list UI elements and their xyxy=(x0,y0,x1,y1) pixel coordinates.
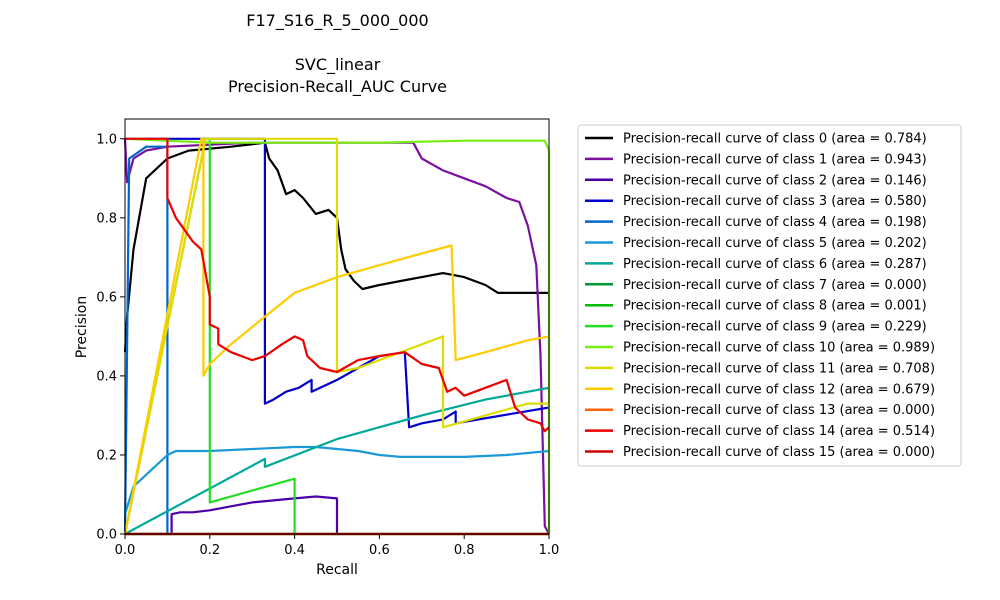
y-axis: 0.0 0.2 0.4 0.6 0.8 1.0 xyxy=(96,132,125,543)
plot-frame xyxy=(124,118,550,535)
legend-label-class-0: Precision-recall curve of class 0 (area … xyxy=(623,132,927,147)
title-line-1: F17_S16_R_5_000_000 xyxy=(246,11,429,30)
legend: Precision-recall curve of class 0 (area … xyxy=(577,124,962,467)
series-line-class-4 xyxy=(123,145,169,535)
series-line-class-11 xyxy=(123,137,549,535)
series-line-class-10 xyxy=(124,137,551,534)
series-line-class-2 xyxy=(125,495,339,536)
legend-label-class-2: Precision-recall curve of class 2 (area … xyxy=(623,173,927,188)
legend-label-class-11: Precision-recall curve of class 11 (area… xyxy=(623,361,935,376)
legend-label-class-7: Precision-recall curve of class 7 (area … xyxy=(623,278,927,293)
series-line-class-9 xyxy=(123,137,296,535)
legend-label-class-14: Precision-recall curve of class 14 (area… xyxy=(623,424,935,439)
x-tick-label: 0.4 xyxy=(284,543,305,558)
series-line-class-14 xyxy=(125,137,550,433)
legend-label-class-6: Precision-recall curve of class 6 (area … xyxy=(623,257,927,272)
chart-title: F17_S16_R_5_000_000 SVC_linear Precision… xyxy=(100,10,575,98)
y-tick-label: 0.6 xyxy=(96,290,117,305)
legend-label-class-1: Precision-recall curve of class 1 (area … xyxy=(623,152,927,167)
series-line-class-3 xyxy=(125,137,550,429)
y-tick-label: 0.0 xyxy=(96,528,117,543)
y-tick-label: 0.4 xyxy=(96,369,117,384)
title-line-3: SVC_linear xyxy=(294,55,381,74)
x-axis: 0.0 0.2 0.4 0.6 0.8 1.0 xyxy=(115,534,560,558)
series-line-class-5 xyxy=(123,445,550,515)
y-tick-label: 0.2 xyxy=(96,448,117,463)
legend-frame xyxy=(577,124,962,467)
legend-label-class-13: Precision-recall curve of class 13 (area… xyxy=(623,403,935,418)
x-tick-label: 1.0 xyxy=(539,543,560,558)
x-tick-label: 0.0 xyxy=(115,543,136,558)
legend-label-class-10: Precision-recall curve of class 10 (area… xyxy=(623,341,935,356)
y-tick-label: 0.8 xyxy=(96,211,117,226)
series-line-class-6 xyxy=(124,386,550,535)
x-tick-label: 0.2 xyxy=(199,543,220,558)
legend-label-class-15: Precision-recall curve of class 15 (area… xyxy=(623,445,935,460)
legend-label-class-4: Precision-recall curve of class 4 (area … xyxy=(623,215,927,230)
x-tick-label: 0.6 xyxy=(369,543,390,558)
legend-label-class-5: Precision-recall curve of class 5 (area … xyxy=(623,236,927,251)
title-line-4: Precision-Recall_AUC Curve xyxy=(227,77,447,96)
y-axis-label: Precision xyxy=(74,296,90,358)
legend-label-class-9: Precision-recall curve of class 9 (area … xyxy=(623,320,927,335)
legend-label-class-8: Precision-recall curve of class 8 (area … xyxy=(623,299,927,314)
y-tick-label: 1.0 xyxy=(96,132,117,147)
legend-label-class-3: Precision-recall curve of class 3 (area … xyxy=(623,194,927,209)
x-tick-label: 0.8 xyxy=(454,543,475,558)
legend-label-class-12: Precision-recall curve of class 12 (area… xyxy=(623,382,935,397)
series-layer xyxy=(123,137,551,536)
series-line-class-1 xyxy=(123,138,550,535)
x-axis-label: Recall xyxy=(316,562,358,578)
